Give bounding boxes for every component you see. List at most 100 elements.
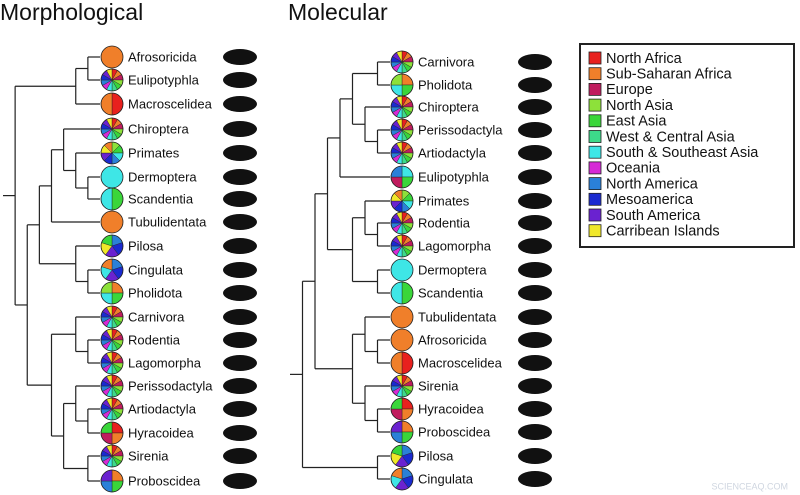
taxon-label: Carnivora <box>128 309 185 324</box>
region-pie-outline <box>390 420 414 444</box>
region-pie <box>390 305 414 329</box>
legend-label: Carribean Islands <box>606 224 720 240</box>
taxon-label: Hyracoidea <box>128 425 195 440</box>
animal-silhouette <box>223 145 257 161</box>
taxon-label: Macroscelidea <box>418 355 503 370</box>
taxon-label: Proboscidea <box>418 424 491 439</box>
legend-swatch <box>588 145 602 159</box>
region-pie-outline <box>100 68 124 92</box>
taxon-label: Cingulata <box>418 471 474 486</box>
taxon-label: Tubulidentata <box>418 309 497 324</box>
taxon-label: Lagomorpha <box>418 238 492 253</box>
animal-silhouette <box>223 378 257 394</box>
taxon-label: Perissodactyla <box>128 378 213 393</box>
taxon-label: Sirenia <box>418 378 459 393</box>
animal-silhouette <box>518 122 552 138</box>
legend-swatch <box>588 208 602 222</box>
animal-silhouette <box>518 285 552 301</box>
taxon-label: Cingulata <box>128 262 184 277</box>
region-pie <box>100 45 124 69</box>
taxon-label: Hyracoidea <box>418 401 485 416</box>
animal-silhouette <box>518 215 552 231</box>
taxon-label: Rodentia <box>128 332 181 347</box>
region-pie-outline <box>390 374 414 398</box>
legend-swatch <box>588 161 602 175</box>
region-pie-outline <box>390 444 414 468</box>
region-pie-outline <box>390 95 414 119</box>
taxon-label: Eulipotyphla <box>418 169 490 184</box>
region-pie-outline <box>390 234 414 258</box>
region-pie-slice <box>100 92 113 116</box>
legend-label: North Africa <box>606 51 683 67</box>
animal-silhouette <box>518 145 552 161</box>
taxon-label: Pilosa <box>128 238 164 253</box>
taxon-label: Tubulidentata <box>128 214 207 229</box>
region-pie-outline <box>390 281 414 305</box>
animal-silhouette <box>223 262 257 278</box>
region-pie-outline <box>100 374 124 398</box>
region-pie-outline <box>390 351 414 375</box>
animal-silhouette <box>518 355 552 371</box>
tree-title: Morphological <box>0 0 143 25</box>
legend-label: Oceania <box>606 161 661 177</box>
region-pie-slice <box>390 351 403 375</box>
region-pie-outline <box>100 92 124 116</box>
taxon-label: Dermoptera <box>128 169 197 184</box>
animal-silhouette <box>223 191 257 207</box>
taxon-label: Chiroptera <box>418 99 479 114</box>
animal-silhouette <box>518 448 552 464</box>
animal-silhouette <box>223 49 257 65</box>
tree-title: Molecular <box>288 0 388 25</box>
region-pie-outline <box>100 305 124 329</box>
legend-label: Sub-Saharan Africa <box>606 67 733 83</box>
taxon-label: Afrosoricida <box>418 332 487 347</box>
legend-swatch <box>588 83 602 96</box>
region-pie-outline <box>100 258 124 282</box>
region-pie-outline <box>100 141 124 165</box>
taxon-label: Scandentia <box>128 191 194 206</box>
region-pie <box>100 165 124 189</box>
taxon-label: Primates <box>128 145 180 160</box>
legend-label: North Asia <box>606 98 674 114</box>
region-pie-outline <box>100 328 124 352</box>
region-pie-outline <box>100 351 124 375</box>
legend-label: Europe <box>606 82 653 98</box>
animal-silhouette <box>223 309 257 325</box>
taxon-label: Eulipotyphla <box>128 72 200 87</box>
legend-label: West & Central Asia <box>606 129 736 145</box>
taxon-label: Pholidota <box>418 77 473 92</box>
region-pie <box>390 258 414 282</box>
region-pie-outline <box>100 469 124 493</box>
taxon-label: Pholidota <box>128 285 183 300</box>
animal-silhouette <box>223 96 257 112</box>
taxon-label: Chiroptera <box>128 121 189 136</box>
region-pie-outline <box>100 397 124 421</box>
taxon-label: Pilosa <box>418 448 454 463</box>
animal-silhouette <box>223 169 257 185</box>
region-pie-outline <box>100 421 124 445</box>
region-pie-slice <box>111 187 124 211</box>
legend-swatch <box>588 177 602 191</box>
animal-silhouette <box>518 99 552 115</box>
taxon-label: Afrosoricida <box>128 49 197 64</box>
animal-silhouette <box>518 262 552 278</box>
region-pie-outline <box>390 467 414 491</box>
region-pie <box>390 328 414 352</box>
animal-silhouette <box>223 214 257 230</box>
legend-label: North America <box>606 176 699 192</box>
legend-label: South America <box>606 208 701 224</box>
region-pie-outline <box>390 211 414 235</box>
animal-silhouette <box>518 378 552 394</box>
taxon-label: Macroscelidea <box>128 96 213 111</box>
legend-label: East Asia <box>606 114 667 130</box>
region-pie-slice <box>390 281 403 305</box>
region-pie-outline <box>100 444 124 468</box>
animal-silhouette <box>518 193 552 209</box>
animal-silhouette <box>518 169 552 185</box>
region-pie-outline <box>100 281 124 305</box>
taxon-label: Lagomorpha <box>128 355 202 370</box>
animal-silhouette <box>518 471 552 487</box>
region-pie-outline <box>390 165 414 189</box>
animal-silhouette <box>518 332 552 348</box>
